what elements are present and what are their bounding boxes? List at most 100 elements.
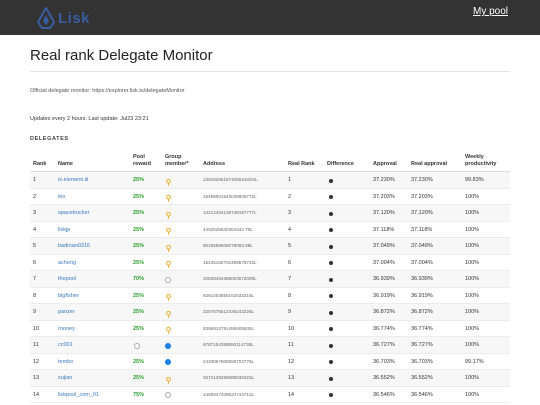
real-approval-cell: 37.120%	[411, 210, 433, 216]
delegate-name-link[interactable]: bigfisher	[58, 292, 79, 299]
rank-cell: 4	[33, 226, 37, 233]
header-real-approval: Real approval	[411, 161, 448, 167]
weekly-productivity-cell: 100%	[465, 292, 480, 299]
pool-reward-cell: 25%	[133, 325, 145, 332]
delegate-name-link[interactable]: thepool	[58, 276, 77, 282]
pool-reward-cell: 25%	[133, 292, 145, 299]
real-rank-cell: 1	[288, 177, 292, 183]
difference-cell	[327, 271, 369, 288]
map-pin-icon	[166, 210, 171, 219]
pool-reward-cell: 25%	[133, 193, 145, 200]
approval-cell: 36.872%	[373, 309, 395, 315]
group-member-cell	[165, 222, 203, 239]
real-rank-cell: 3	[288, 210, 292, 216]
real-rank-cell: 9	[288, 309, 292, 315]
approval-cell: 37.203%	[373, 193, 395, 200]
table-row: 3 spacetrucker 25% 14212484126746187777L 3 37…	[30, 205, 510, 222]
no-change-dot-icon	[329, 228, 333, 232]
delegate-name-link[interactable]: acheng	[58, 259, 77, 266]
table-row: 12 tembo 25% 2433857900558702776L 12 36.703% 3…	[30, 354, 510, 370]
lisk-logo[interactable]: Lisk	[37, 6, 97, 30]
group-member-cell	[165, 271, 203, 288]
delegate-name-link[interactable]: liskjp	[58, 226, 71, 233]
approval-cell: 37.120%	[373, 210, 395, 216]
group-member-cell	[165, 205, 203, 222]
table-row: 4 liskjp 25% 4402625640304342 70L 4 37.118% 37…	[30, 222, 510, 239]
real-approval-cell: 37.230%	[411, 177, 433, 183]
map-pin-icon	[166, 292, 171, 301]
rank-cell: 9	[33, 309, 37, 315]
group-member-cell	[165, 255, 203, 272]
no-change-dot-icon	[329, 376, 333, 381]
logo-text: Lisk	[58, 9, 91, 27]
pool-reward-cell: 70%	[133, 276, 145, 282]
group-member-cell	[165, 189, 203, 206]
real-rank-cell: 6	[288, 259, 292, 266]
delegate-name-link[interactable]: xujian	[58, 375, 73, 381]
real-rank-cell: 11	[288, 342, 294, 348]
header-group-member-line1: Group	[165, 154, 182, 160]
header-weekly-line2: productivity	[465, 161, 497, 167]
no-change-dot-icon	[329, 277, 333, 282]
difference-cell	[327, 321, 369, 338]
difference-cell	[327, 337, 369, 354]
delegate-name-link[interactable]: ix.element.iii	[58, 177, 89, 183]
my-pool-link[interactable]: My pool	[472, 6, 508, 17]
header-real-rank: Real Rank	[288, 161, 315, 167]
approval-cell: 36.774%	[373, 325, 395, 332]
real-approval-cell: 36.703%	[411, 358, 433, 365]
no-change-dot-icon	[329, 178, 333, 183]
delegate-name-link[interactable]: rooney	[58, 325, 75, 332]
real-approval-cell: 37.203%	[411, 193, 433, 200]
group-member-cell	[165, 304, 203, 321]
real-rank-cell: 2	[288, 193, 292, 200]
table-row: 5 badman0316 25% 8019598606079093 88L 5 37.04…	[30, 238, 510, 255]
top-navbar: Lisk My pool	[0, 0, 540, 35]
difference-cell	[327, 370, 369, 387]
address-cell: 1394325616740553182OL	[203, 177, 258, 182]
pool-reward-cell: 25%	[133, 243, 145, 249]
rank-cell: 13	[33, 375, 40, 381]
map-pin-icon	[166, 325, 171, 334]
delegate-name-link[interactable]: cc001	[58, 342, 73, 348]
real-rank-cell: 10	[288, 325, 295, 332]
approval-cell: 36.552%	[373, 375, 395, 381]
delegate-name-link[interactable]: liskpool_com_01	[58, 391, 99, 398]
address-cell: 15435156702499576722L	[203, 259, 257, 265]
table-row: 6 acheng 25% 15435156702499576722L 6 37.004% 3…	[30, 255, 510, 272]
delegate-name-link[interactable]: spacetrucker	[58, 210, 90, 216]
approval-cell: 36.546%	[373, 391, 395, 398]
rank-cell: 6	[33, 259, 37, 266]
header-weekly-productivity: Weekly productivity	[465, 154, 510, 168]
weekly-productivity-cell: 100%	[465, 226, 480, 233]
header-address: Address	[203, 161, 226, 167]
header-pool-reward-line2: reward	[133, 161, 152, 167]
difference-cell	[327, 304, 369, 321]
real-approval-cell: 36.774%	[411, 325, 433, 332]
no-change-dot-icon	[329, 294, 333, 298]
real-approval-cell: 36.552%	[411, 375, 433, 381]
real-approval-cell: 36.939%	[411, 276, 433, 282]
real-approval-cell: 37.004%	[411, 259, 433, 266]
table-row: 2 leo 25% 15458001843048905772L 2 37.203% 37.2…	[30, 189, 510, 206]
real-rank-cell: 7	[288, 276, 292, 282]
no-change-dot-icon	[329, 393, 333, 397]
weekly-productivity-cell: 99.83%	[465, 177, 484, 183]
delegate-name-link[interactable]: panzer	[58, 309, 75, 315]
address-cell: 6787154358850114736L	[203, 342, 254, 347]
table-row: 11 cc001 6787154358850114736L 11 36.727% 36.7…	[30, 337, 510, 354]
map-pin-icon	[166, 226, 171, 235]
delegate-name-link[interactable]: tembo	[58, 358, 74, 365]
header-rank: Rank	[33, 161, 47, 167]
table-row: 7 thepool 70% 10839494368003872009L 7 36.939%…	[30, 271, 510, 288]
weekly-productivity-cell: 100%	[465, 243, 480, 249]
approval-cell: 36.939%	[373, 276, 395, 282]
table-row: 9 panzer 25% 3207675512436243226L 9 36.872% 36…	[30, 304, 510, 321]
map-pin-icon	[166, 193, 171, 202]
no-change-dot-icon	[329, 244, 333, 249]
delegate-name-link[interactable]: leo	[58, 193, 66, 200]
blue-member-circle-icon	[165, 359, 171, 365]
difference-cell	[327, 205, 369, 222]
real-approval-cell: 36.919%	[411, 292, 433, 299]
delegate-name-link[interactable]: badman0316	[58, 243, 91, 249]
